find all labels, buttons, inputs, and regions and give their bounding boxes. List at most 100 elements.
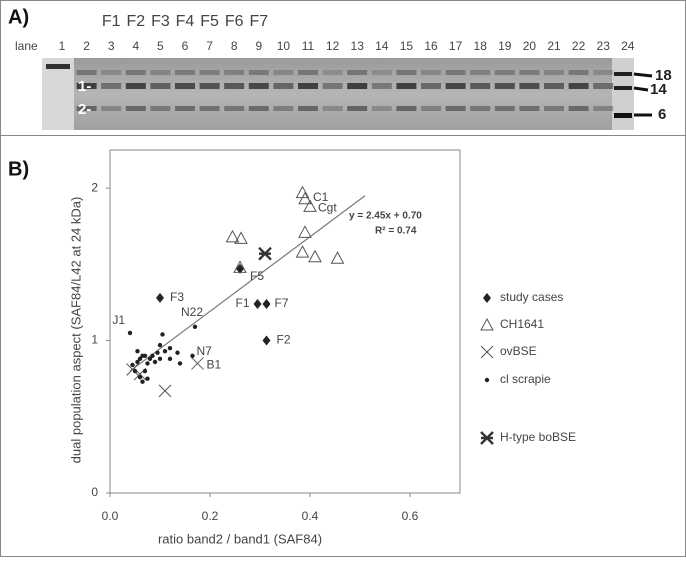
gel-band	[175, 106, 195, 111]
marker-shape	[253, 298, 262, 309]
gel-band	[76, 70, 97, 75]
marker-shape	[152, 359, 158, 365]
marker-shape	[167, 345, 173, 351]
gel-band	[224, 106, 245, 111]
gel-band	[199, 83, 220, 89]
marker-shape	[155, 350, 160, 355]
point	[253, 298, 262, 309]
gel-band	[371, 106, 392, 111]
gel-band	[568, 83, 589, 89]
legend-label: ovBSE	[500, 344, 537, 358]
gel-band	[347, 70, 368, 75]
point	[157, 342, 163, 348]
point	[177, 361, 183, 366]
fraction-label: F1	[102, 13, 121, 30]
point	[152, 359, 158, 365]
gel-lane	[42, 58, 74, 130]
plot-area	[109, 149, 461, 494]
legend-marker	[480, 431, 494, 445]
marker-shape	[167, 356, 173, 362]
marker-shape	[190, 353, 195, 358]
point	[308, 249, 322, 263]
x-tick-label: 0.6	[402, 509, 419, 523]
point	[135, 359, 140, 365]
gel-band	[199, 106, 220, 111]
point	[298, 225, 312, 238]
point-label: F7	[275, 296, 289, 310]
gel-band	[46, 64, 70, 69]
legend-label: cl scrapie	[500, 372, 551, 386]
gel-band	[298, 70, 318, 75]
marker-shape	[137, 374, 143, 380]
point	[258, 246, 272, 261]
lane-number: 6	[182, 39, 189, 53]
marker-shape	[480, 345, 494, 359]
lane-number: 5	[157, 39, 164, 53]
lane-number: 8	[231, 39, 238, 53]
point	[298, 191, 312, 205]
point	[140, 379, 145, 384]
gel-band	[371, 70, 392, 75]
gel-band	[150, 83, 171, 89]
gel-band	[322, 70, 343, 75]
gel-band	[494, 83, 515, 89]
marker-shape	[156, 292, 164, 303]
marker-shape	[330, 251, 345, 264]
lane-number: 15	[400, 39, 414, 53]
gel-band	[76, 83, 97, 89]
marker-shape	[175, 350, 180, 355]
marker-shape	[298, 225, 312, 238]
gel-band	[421, 83, 441, 89]
lane-number: 19	[498, 39, 512, 53]
gel-band	[273, 70, 294, 75]
marker-shape	[298, 191, 312, 205]
point	[160, 332, 165, 337]
point	[132, 368, 138, 374]
point	[233, 260, 247, 273]
marker-shape	[480, 317, 494, 331]
point	[156, 292, 164, 303]
marker-shape	[484, 377, 490, 383]
marker-shape	[132, 368, 138, 374]
point	[303, 199, 317, 212]
point	[135, 349, 140, 354]
lane-number: 12	[326, 39, 340, 53]
marker-shape	[177, 361, 183, 366]
point	[157, 356, 163, 362]
size-marker: 18	[655, 67, 672, 84]
x-tick-label: 0.2	[202, 509, 219, 523]
legend-label: CH1641	[500, 317, 544, 331]
point	[147, 356, 153, 362]
marker-shape	[157, 342, 163, 348]
trend-equation: y = 2.45x + 0.70	[349, 211, 422, 222]
marker-shape	[295, 245, 310, 258]
band-label: 1-	[78, 78, 91, 95]
marker-shape	[127, 330, 133, 336]
marker-shape	[262, 335, 271, 346]
x-axis-label: ratio band2 / band1 (SAF84)	[158, 531, 322, 546]
gel-band	[494, 70, 515, 75]
gel-band	[568, 106, 589, 111]
gel-image	[42, 58, 634, 130]
gel-band	[273, 83, 294, 89]
point-label: Cgt	[318, 201, 337, 215]
marker-shape	[147, 356, 153, 362]
gel-band	[544, 83, 564, 89]
gel-band	[322, 106, 343, 111]
point	[295, 245, 310, 258]
lane-number: 16	[424, 39, 438, 53]
fraction-label: F5	[200, 13, 219, 30]
gel-band	[248, 70, 269, 75]
y-tick-label: 2	[91, 180, 98, 194]
marker-shape	[130, 362, 135, 368]
point	[142, 368, 148, 374]
point	[158, 384, 172, 398]
marker-shape	[160, 332, 165, 337]
marker-shape	[308, 249, 322, 263]
gel-band	[76, 106, 97, 111]
lane-number: 23	[597, 39, 611, 53]
point	[145, 376, 150, 381]
gel-band	[614, 72, 632, 76]
point	[175, 350, 180, 355]
point	[262, 335, 271, 346]
